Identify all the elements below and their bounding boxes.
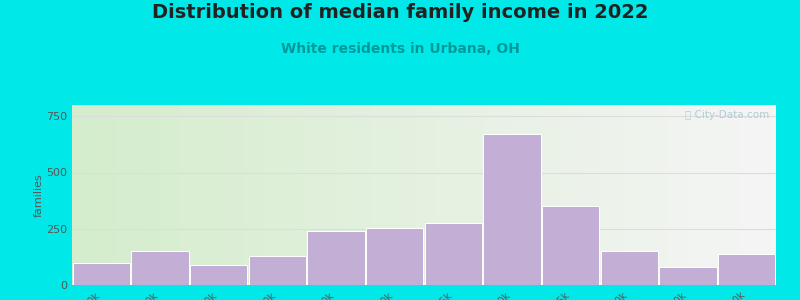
Bar [425,223,482,285]
Bar [73,262,130,285]
Bar [366,228,423,285]
Y-axis label: families: families [34,173,43,217]
Bar [249,256,306,285]
Text: ⓘ City-Data.com: ⓘ City-Data.com [685,110,769,120]
Bar [659,267,717,285]
Text: Distribution of median family income in 2022: Distribution of median family income in … [152,3,648,22]
Bar [601,251,658,285]
Bar [131,251,189,285]
Bar [483,134,541,285]
Text: White residents in Urbana, OH: White residents in Urbana, OH [281,42,519,56]
Bar [190,265,247,285]
Bar [718,254,775,285]
Bar [307,231,365,285]
Bar [542,206,599,285]
